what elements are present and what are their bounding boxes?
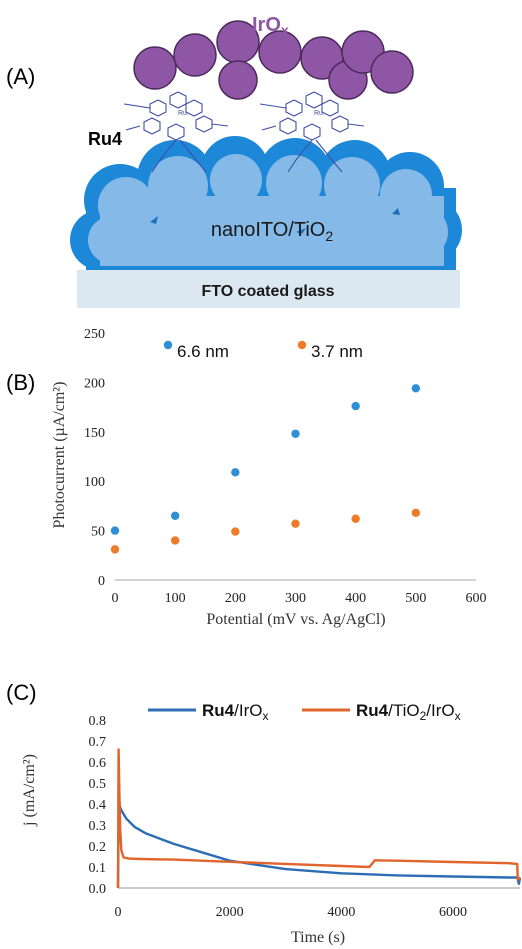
irox-nanoparticles <box>133 20 414 100</box>
chart-b-point-series-1 <box>110 526 120 535</box>
ru4-dye-molecules <box>123 91 365 173</box>
chart-b-legend-marker <box>297 340 307 350</box>
chart-b-point-series-1 <box>231 468 240 477</box>
chart-b-point-series-1 <box>170 511 180 520</box>
chart-b-y-tick-label: 100 <box>84 475 105 490</box>
chart-b-point-series-2 <box>291 519 300 528</box>
catalyst-label: IrOx <box>252 14 289 38</box>
chart-c-legend: Ru4/IrOx Ru4/TiO2/IrOx <box>148 701 461 723</box>
chart-b-point-series-1 <box>351 401 360 411</box>
chart-b-y-axis-title: Photocurrent (µA/cm²) <box>51 382 68 529</box>
chart-b-y-tick-label: 50 <box>91 525 105 540</box>
chart-c-y-tick-label: 0.3 <box>89 819 107 834</box>
chart-c-series-line-2 <box>116 748 521 889</box>
chart-c-series-line-1 <box>116 798 522 889</box>
chart-b-x-axis-title: Potential (mV vs. Ag/AgCl) <box>206 611 385 628</box>
chart-b-point-series-2 <box>231 527 240 536</box>
chart-c-y-axis-title: j (mA/cm²) <box>21 754 38 827</box>
metal-center-label-right: Ru <box>314 110 323 117</box>
chart-c-y-tick-label: 0.7 <box>89 735 107 750</box>
metal-center-label-left: Ru <box>178 110 187 117</box>
schematic: FTO coated glass <box>70 14 462 308</box>
chart-c-y-tick-label: 0.2 <box>89 840 107 855</box>
dye-label: Ru4 <box>88 129 122 149</box>
chart-b-point-series-2 <box>411 508 421 518</box>
chart-b-legend-marker <box>163 340 173 350</box>
chart-b-point-series-2 <box>110 545 120 554</box>
electrode-label: nanoITO/TiO2 <box>211 219 334 244</box>
chart-b-y-tick-label: 150 <box>84 426 105 441</box>
chart-b-y-tick-label: 250 <box>84 327 105 342</box>
chart-b-point-series-1 <box>291 429 300 438</box>
chart-b-x-tick-label: 400 <box>345 591 366 606</box>
chart-b-x-tick-label: 100 <box>165 591 186 606</box>
panel-b-label: (B) <box>6 370 35 395</box>
chart-b-x-tick-label: 500 <box>405 591 426 606</box>
chart-b-x-tick-label: 200 <box>225 591 246 606</box>
chart-current-density: Time (s) j (mA/cm²) Ru4/IrOx Ru4/TiO2/IrO… <box>21 701 522 946</box>
chart-c-legend-label: Ru4/TiO2/IrOx <box>356 701 461 723</box>
chart-c-y-tick-label: 0.6 <box>89 756 107 771</box>
chart-b-x-tick-label: 0 <box>112 591 119 606</box>
chart-c-y-tick-label: 0.1 <box>89 861 107 876</box>
chart-b-x-tick-label: 600 <box>466 591 487 606</box>
chart-c-y-tick-label: 0.5 <box>89 777 107 792</box>
chart-b-point-series-2 <box>351 514 360 523</box>
chart-b-legend-label: 6.6 nm <box>177 342 229 361</box>
panel-c-label: (C) <box>6 680 37 705</box>
chart-c-x-tick-label: 4000 <box>327 905 355 920</box>
chart-c-y-tick-label: 0.0 <box>89 882 107 897</box>
chart-b-point-series-2 <box>170 536 180 545</box>
chart-c-legend-label: Ru4/IrOx <box>202 701 268 723</box>
substrate-label: FTO coated glass <box>201 283 334 300</box>
chart-b-y-tick-label: 200 <box>84 376 105 391</box>
chart-b-legend-label: 3.7 nm <box>311 342 363 361</box>
nano-ito-tio2-electrode: nanoITO/TiO2 <box>70 136 462 270</box>
chart-c-y-tick-label: 0.4 <box>89 798 107 813</box>
chart-b-y-tick-label: 0 <box>98 574 105 589</box>
chart-c-x-axis-title: Time (s) <box>291 929 345 946</box>
fto-glass-substrate <box>77 270 460 308</box>
chart-photocurrent: Potential (mV vs. Ag/AgCl) Photocurrent … <box>51 327 487 628</box>
chart-c-x-tick-label: 2000 <box>216 905 244 920</box>
dye-molecule-right <box>259 91 365 173</box>
chart-b-point-series-1 <box>411 384 421 393</box>
chart-c-x-tick-label: 6000 <box>439 905 467 920</box>
panel-a-label: (A) <box>6 64 35 89</box>
chart-b-legend: 6.6 nm 3.7 nm <box>163 340 363 361</box>
chart-c-y-tick-label: 0.8 <box>89 714 107 729</box>
dye-molecule-left <box>123 91 229 173</box>
chart-b-x-tick-label: 300 <box>285 591 306 606</box>
chart-c-x-tick-label: 0 <box>115 905 122 920</box>
